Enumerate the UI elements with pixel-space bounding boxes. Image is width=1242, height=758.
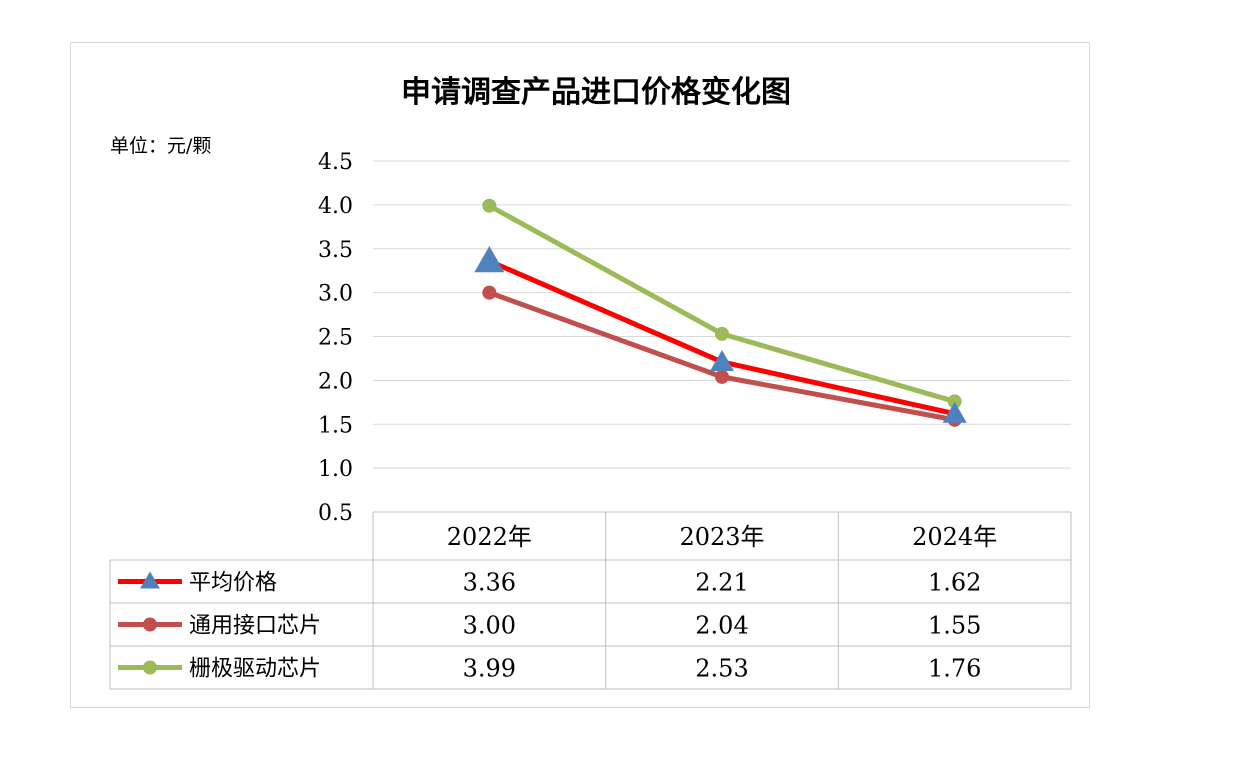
data-cell: 1.76 (928, 655, 981, 683)
legend-key-marker (140, 571, 160, 589)
data-point (482, 285, 497, 300)
chart-frame (70, 42, 1090, 708)
y-tick-label: 2.0 (318, 369, 353, 394)
x-category-label: 2023年 (679, 523, 764, 551)
y-tick-label: 1.5 (318, 413, 353, 438)
series-name: 栅极驱动芯片 (189, 657, 321, 682)
data-point (474, 246, 505, 273)
series-lines (474, 198, 967, 427)
y-tick-label: 0.5 (318, 501, 353, 526)
series-name: 通用接口芯片 (189, 614, 321, 639)
legend-key-marker (143, 617, 157, 632)
y-tick-label: 3.0 (318, 282, 353, 307)
chart-title: 申请调查产品进口价格变化图 (401, 75, 791, 110)
y-tick-label: 2.5 (318, 326, 353, 351)
y-tick-label: 3.5 (318, 238, 353, 263)
y-axis-ticks: 4.5 4.0 3.5 3.0 2.5 2.0 1.5 1.0 0.5 (318, 150, 353, 526)
data-cell: 3.99 (463, 655, 516, 683)
y-tick-label: 4.0 (318, 194, 353, 219)
data-cell: 1.55 (928, 612, 981, 640)
x-category-label: 2024年 (912, 523, 997, 551)
data-cell: 2.53 (695, 655, 748, 683)
x-category-label: 2022年 (447, 523, 532, 551)
data-cell: 3.36 (463, 569, 516, 597)
unit-label: 单位：元/颗 (110, 135, 211, 157)
y-tick-label: 4.5 (318, 150, 353, 175)
gridlines (373, 160, 1071, 469)
legend-key-marker (143, 660, 157, 675)
data-point (710, 349, 734, 371)
y-tick-label: 1.0 (318, 457, 353, 482)
data-point (942, 401, 967, 423)
data-cell: 1.62 (928, 569, 981, 597)
data-cell: 2.04 (695, 612, 748, 640)
data-cell: 2.21 (695, 569, 748, 597)
data-point (715, 369, 729, 384)
series-name: 平均价格 (189, 571, 277, 596)
data-point (947, 394, 962, 409)
data-cell: 3.00 (463, 612, 516, 640)
data-point (715, 326, 729, 341)
data-point (482, 198, 497, 213)
